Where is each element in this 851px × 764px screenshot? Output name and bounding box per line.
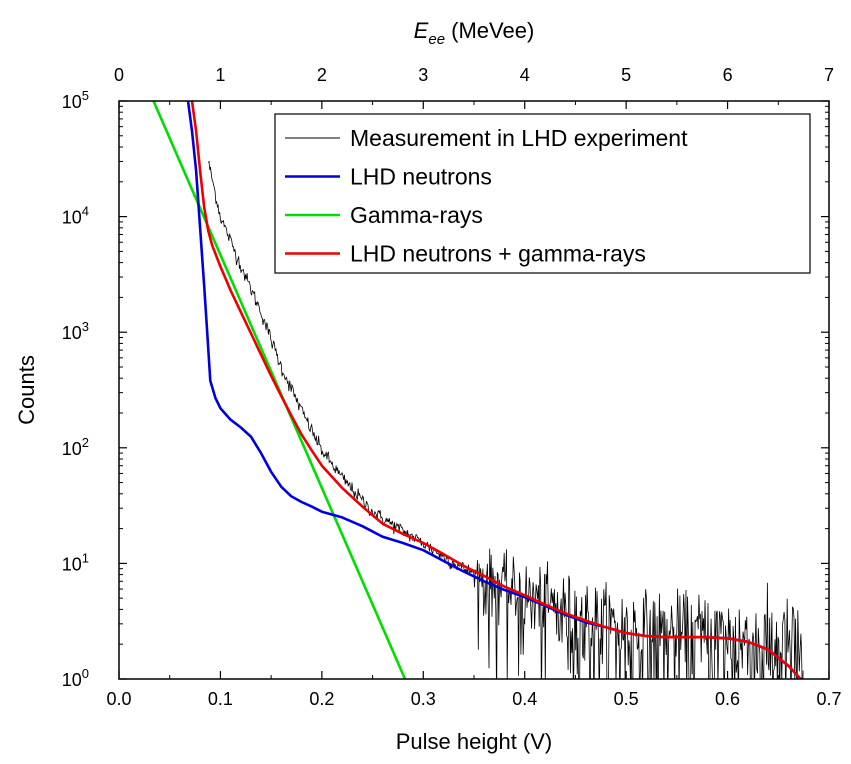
top-tick-label: 7 — [824, 65, 834, 85]
x-tick-label: 0.1 — [208, 689, 233, 709]
y-tick-label: 104 — [62, 204, 89, 228]
top-tick-label: 4 — [520, 65, 530, 85]
y-tick-label: 102 — [62, 435, 89, 459]
y-tick-label: 103 — [62, 319, 89, 343]
x-tick-label: 0.5 — [614, 689, 639, 709]
series-measurement-line — [207, 160, 804, 679]
x-tick-label: 0.4 — [512, 689, 537, 709]
top-tick-label: 1 — [215, 65, 225, 85]
legend-label: LHD neutrons — [350, 164, 492, 190]
y-axis-title: Counts — [14, 355, 39, 425]
top-tick-label: 0 — [114, 65, 124, 85]
x-axis-title: Pulse height (V) — [396, 729, 553, 754]
x-tick-label: 0.2 — [309, 689, 334, 709]
top-tick-label: 3 — [418, 65, 428, 85]
plot-frame — [118, 100, 830, 680]
top-axis-unit: (MeVee) — [445, 18, 534, 43]
y-tick-label: 101 — [62, 550, 89, 574]
series-lhd-neutrons-gamma-rays-line — [190, 101, 802, 679]
x-tick-label: 0.6 — [715, 689, 740, 709]
legend-label: Gamma-rays — [350, 202, 483, 228]
top-axis-subscript: ee — [428, 31, 445, 48]
x-tick-label: 0.3 — [411, 689, 436, 709]
legend-items: Measurement in LHD experiment LHD neutron… — [285, 125, 688, 267]
top-axis-symbol: E — [414, 18, 429, 43]
legend-label: Measurement in LHD experiment — [350, 125, 688, 151]
legend-label: LHD neutrons + gamma-rays — [350, 241, 646, 267]
y-tick-label: 100 — [62, 666, 89, 690]
x-tick-label: 0.0 — [106, 689, 131, 709]
series-layer — [152, 101, 804, 679]
top-axis-title: Eee (MeVee) — [414, 18, 535, 48]
legend-box — [274, 113, 811, 274]
top-tick-label: 2 — [317, 65, 327, 85]
x-tick-label: 0.7 — [816, 689, 841, 709]
top-tick-label: 5 — [621, 65, 631, 85]
top-tick-label: 6 — [723, 65, 733, 85]
y-tick-label: 105 — [62, 88, 89, 112]
legend: Measurement in LHD experiment LHD neutron… — [274, 113, 811, 274]
